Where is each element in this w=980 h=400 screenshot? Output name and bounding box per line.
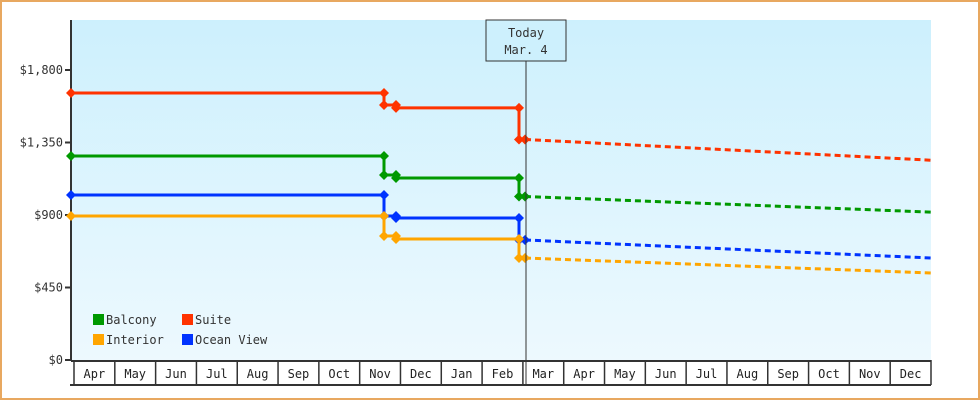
forecast-line — [524, 194, 932, 214]
data-point-marker — [391, 102, 401, 113]
data-point-marker — [514, 213, 524, 224]
x-tick-label: Mar — [532, 367, 554, 381]
data-point-marker — [379, 151, 389, 162]
legend-label: Interior — [106, 333, 164, 347]
data-point-marker — [514, 234, 524, 245]
x-tick-label: Dec — [410, 367, 432, 381]
x-tick-label: Oct — [818, 367, 840, 381]
legend-item-suite[interactable]: Suite — [182, 313, 231, 327]
data-point-marker — [514, 191, 524, 202]
y-tick-label: $450 — [34, 281, 63, 295]
forecast-line — [524, 137, 932, 162]
x-tick-label: Dec — [900, 367, 922, 381]
x-tick-label: Nov — [369, 367, 391, 381]
data-point-marker — [391, 172, 401, 183]
x-tick-label: Jul — [696, 367, 718, 381]
x-tick-label: Apr — [84, 367, 106, 381]
data-point-marker — [514, 102, 524, 113]
data-point-marker — [379, 170, 389, 181]
today-label: Today — [508, 26, 544, 40]
series-balcony — [66, 151, 932, 214]
x-tick-label: Jun — [165, 367, 187, 381]
data-point-marker — [391, 213, 401, 224]
x-tick-label: Jun — [655, 367, 677, 381]
x-tick-label: Nov — [859, 367, 881, 381]
x-tick-label: Apr — [573, 367, 595, 381]
series-interior — [66, 210, 932, 275]
legend-swatch — [93, 334, 104, 345]
forecast-line — [524, 238, 932, 260]
data-point-marker — [379, 210, 389, 221]
today-date: Mar. 4 — [504, 43, 547, 57]
data-point-marker — [514, 172, 524, 183]
data-point-marker — [379, 230, 389, 241]
legend-item-interior[interactable]: Interior — [93, 333, 164, 347]
data-point-marker — [391, 234, 401, 245]
legend-swatch — [182, 334, 193, 345]
x-tick-label: Aug — [737, 367, 759, 381]
x-tick-label: Oct — [328, 367, 350, 381]
data-point-marker — [379, 88, 389, 99]
data-point-marker — [514, 134, 524, 145]
forecast-line — [524, 256, 932, 275]
x-tick-label: Sep — [288, 367, 310, 381]
legend: Balcony Suite Interior Ocean View — [93, 313, 268, 347]
x-tick-label: May — [124, 367, 146, 381]
data-point-marker — [66, 190, 76, 201]
today-label-box — [485, 19, 567, 62]
x-axis: Apr May Jun Jul Aug Sep Oct Nov Dec Jan Feb Mar Apr M… — [70, 360, 932, 386]
plot-area — [71, 20, 931, 360]
series-layer — [66, 88, 932, 275]
legend-label: Balcony — [106, 313, 157, 327]
x-tick-label: Aug — [247, 367, 269, 381]
x-tick-label: Feb — [492, 367, 514, 381]
x-tick-label: Jan — [451, 367, 473, 381]
data-point-marker — [379, 190, 389, 201]
y-axis: $0 $450 $900 $1,350 $1,800 — [20, 20, 72, 367]
data-point-marker — [379, 99, 389, 110]
y-tick-label: $1,350 — [20, 136, 63, 150]
today-marker: Today Mar. 4 — [485, 19, 567, 385]
legend-swatch — [182, 314, 193, 325]
data-point-marker — [66, 151, 76, 162]
legend-item-ocean-view[interactable]: Ocean View — [182, 333, 268, 347]
legend-label: Ocean View — [195, 333, 268, 347]
legend-label: Suite — [195, 313, 231, 327]
legend-item-balcony[interactable]: Balcony — [93, 313, 157, 327]
legend-swatch — [93, 314, 104, 325]
y-tick-label: $1,800 — [20, 63, 63, 77]
data-point-marker — [514, 253, 524, 264]
y-tick-label: $0 — [49, 353, 63, 367]
y-tick-label: $900 — [34, 208, 63, 222]
series-suite — [66, 88, 932, 162]
x-tick-label: Sep — [777, 367, 799, 381]
x-tick-label: Jul — [206, 367, 228, 381]
x-tick-label: May — [614, 367, 636, 381]
data-point-marker — [66, 210, 76, 221]
data-point-marker — [66, 88, 76, 99]
